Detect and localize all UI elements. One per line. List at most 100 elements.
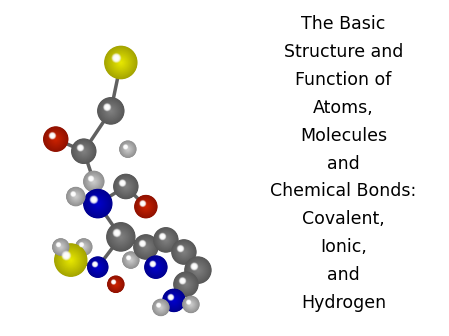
Circle shape [92, 261, 98, 267]
Circle shape [88, 176, 100, 187]
Circle shape [158, 232, 173, 248]
Circle shape [56, 242, 66, 252]
Circle shape [97, 266, 99, 268]
Circle shape [124, 145, 127, 149]
Circle shape [114, 55, 128, 70]
Circle shape [124, 146, 131, 153]
Circle shape [81, 149, 86, 154]
Circle shape [159, 306, 163, 309]
Circle shape [112, 228, 129, 245]
Circle shape [134, 235, 158, 259]
Circle shape [48, 132, 63, 146]
Circle shape [128, 257, 133, 263]
Circle shape [69, 190, 83, 203]
Circle shape [104, 104, 118, 118]
Circle shape [115, 231, 127, 243]
Circle shape [54, 137, 58, 141]
Circle shape [54, 137, 57, 141]
Circle shape [162, 236, 170, 244]
Circle shape [140, 241, 151, 253]
Circle shape [58, 244, 59, 245]
Circle shape [80, 243, 88, 251]
Circle shape [126, 255, 136, 265]
Circle shape [114, 56, 118, 60]
Circle shape [180, 248, 188, 256]
Circle shape [106, 107, 108, 108]
Circle shape [78, 241, 90, 253]
Circle shape [106, 107, 108, 108]
Circle shape [51, 134, 54, 137]
Circle shape [44, 127, 67, 151]
Circle shape [66, 255, 75, 265]
Circle shape [80, 243, 83, 246]
Circle shape [100, 99, 122, 122]
Circle shape [105, 104, 110, 110]
Circle shape [73, 141, 94, 162]
Circle shape [186, 258, 210, 282]
Circle shape [145, 256, 167, 278]
Circle shape [63, 252, 69, 259]
Circle shape [52, 135, 53, 136]
Circle shape [79, 243, 88, 251]
Circle shape [95, 264, 96, 265]
Circle shape [75, 143, 92, 160]
Circle shape [128, 257, 134, 263]
Circle shape [106, 106, 109, 109]
Circle shape [151, 262, 161, 272]
Circle shape [130, 259, 132, 261]
Circle shape [185, 284, 186, 285]
Circle shape [69, 258, 73, 262]
Circle shape [130, 259, 132, 261]
Circle shape [70, 259, 72, 261]
Circle shape [191, 263, 205, 277]
Circle shape [170, 297, 177, 304]
Circle shape [72, 139, 95, 163]
Circle shape [160, 234, 172, 246]
Circle shape [158, 232, 174, 248]
Circle shape [164, 290, 184, 310]
Circle shape [179, 277, 193, 292]
Circle shape [64, 253, 69, 258]
Circle shape [101, 101, 121, 121]
Circle shape [106, 106, 108, 108]
Circle shape [79, 242, 89, 252]
Circle shape [180, 278, 185, 284]
Circle shape [170, 297, 172, 298]
Circle shape [135, 196, 157, 218]
Circle shape [90, 260, 105, 275]
Circle shape [112, 54, 120, 62]
Circle shape [189, 260, 207, 280]
Circle shape [47, 131, 64, 148]
Circle shape [168, 295, 180, 306]
Circle shape [114, 56, 119, 60]
Circle shape [111, 280, 121, 289]
Circle shape [79, 243, 84, 247]
Circle shape [120, 181, 132, 192]
Circle shape [114, 283, 117, 286]
Circle shape [113, 282, 119, 287]
Circle shape [174, 242, 194, 262]
Circle shape [124, 184, 128, 188]
Circle shape [129, 259, 132, 261]
Circle shape [124, 146, 127, 148]
Circle shape [57, 246, 85, 274]
Circle shape [57, 244, 64, 250]
Circle shape [115, 284, 117, 285]
Circle shape [162, 236, 163, 237]
Circle shape [187, 300, 195, 309]
Circle shape [115, 231, 119, 235]
Circle shape [169, 296, 172, 299]
Circle shape [188, 301, 189, 303]
Circle shape [94, 263, 101, 271]
Circle shape [87, 193, 109, 214]
Circle shape [93, 262, 97, 266]
Circle shape [155, 301, 167, 313]
Circle shape [189, 261, 207, 279]
Circle shape [160, 234, 165, 239]
Circle shape [120, 141, 136, 157]
Circle shape [117, 178, 135, 195]
Circle shape [77, 240, 91, 254]
Circle shape [89, 176, 99, 186]
Circle shape [176, 244, 192, 260]
Circle shape [51, 134, 54, 137]
